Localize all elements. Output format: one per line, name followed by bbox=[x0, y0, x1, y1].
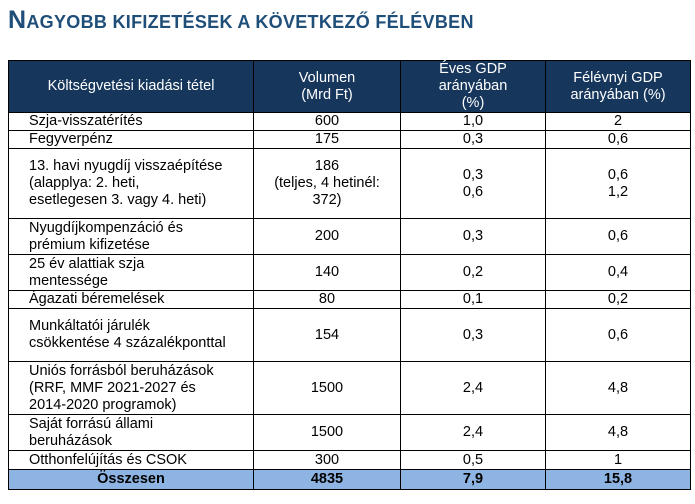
annual-gdp-cell: 2,4 bbox=[400, 414, 546, 451]
title-initial: N bbox=[8, 6, 27, 34]
annual-gdp-cell: 0,3 bbox=[400, 308, 546, 362]
total-annual-gdp: 7,9 bbox=[400, 469, 546, 490]
volume-cell: 175 bbox=[253, 130, 401, 149]
header-row: Költségvetési kiadási tétel Volumen (Mrd … bbox=[8, 60, 691, 113]
table-row: Fegyverpénz 175 0,3 0,6 bbox=[8, 130, 691, 149]
volume-cell: 140 bbox=[253, 254, 401, 291]
half-year-gdp-cell: 0,6 1,2 bbox=[545, 148, 691, 219]
half-year-gdp-cell: 0,6 bbox=[545, 308, 691, 362]
total-row: Összesen 4835 7,9 15,8 bbox=[8, 469, 691, 490]
table-row: Szja-visszatérítés 600 1,0 2 bbox=[8, 112, 691, 131]
table-row: 13. havi nyugdíj visszaépítése (alapplya:… bbox=[8, 148, 691, 219]
half-year-gdp-cell: 4,8 bbox=[545, 361, 691, 415]
header-half-year-gdp: Félévnyi GDP arányában (%) bbox=[545, 60, 691, 113]
volume-cell: 186 (teljes, 4 hetinél: 372) bbox=[253, 148, 401, 219]
table-row: Uniós forrásból beruházások (RRF, MMF 202… bbox=[8, 361, 691, 415]
volume-cell: 154 bbox=[253, 308, 401, 362]
table-row: Nyugdíjkompenzáció és prémium kifizetése 2… bbox=[8, 218, 691, 255]
half-year-gdp-cell: 0,2 bbox=[545, 290, 691, 309]
half-year-gdp-cell: 0,6 bbox=[545, 130, 691, 149]
total-volume: 4835 bbox=[253, 469, 401, 490]
item-cell: 25 év alattiak szja mentessége bbox=[8, 254, 254, 291]
header-volume: Volumen (Mrd Ft) bbox=[253, 60, 401, 113]
volume-cell: 1500 bbox=[253, 414, 401, 451]
item-cell: Szja-visszatérítés bbox=[8, 112, 254, 131]
annual-gdp-cell: 2,4 bbox=[400, 361, 546, 415]
annual-gdp-cell: 0,3 bbox=[400, 218, 546, 255]
total-label: Összesen bbox=[8, 469, 254, 490]
table-row: 25 év alattiak szja mentessége 140 0,2 0,4 bbox=[8, 254, 691, 291]
half-year-gdp-cell: 0,6 bbox=[545, 218, 691, 255]
volume-cell: 1500 bbox=[253, 361, 401, 415]
title-rest: AGYOBB KIFIZETÉSEK A KÖVETKEZŐ FÉLÉVBEN bbox=[26, 12, 474, 32]
annual-gdp-cell: 0,5 bbox=[400, 450, 546, 470]
half-year-gdp-cell: 2 bbox=[545, 112, 691, 131]
page-title: NAGYOBB KIFIZETÉSEK A KÖVETKEZŐ FÉLÉVBEN bbox=[8, 6, 474, 35]
table-row: Otthonfelújítás és CSOK 300 0,5 1 bbox=[8, 450, 691, 470]
volume-cell: 600 bbox=[253, 112, 401, 131]
annual-gdp-cell: 0,3 0,6 bbox=[400, 148, 546, 219]
item-cell: Ágazati béremelések bbox=[8, 290, 254, 309]
item-cell: Saját forrású állami beruházások bbox=[8, 414, 254, 451]
item-cell: Otthonfelújítás és CSOK bbox=[8, 450, 254, 470]
annual-gdp-cell: 1,0 bbox=[400, 112, 546, 131]
budget-table: Költségvetési kiadási tétel Volumen (Mrd … bbox=[8, 60, 691, 490]
half-year-gdp-cell: 0,4 bbox=[545, 254, 691, 291]
volume-cell: 300 bbox=[253, 450, 401, 470]
annual-gdp-cell: 0,1 bbox=[400, 290, 546, 309]
total-half-year-gdp: 15,8 bbox=[545, 469, 691, 490]
item-cell: 13. havi nyugdíj visszaépítése (alapplya:… bbox=[8, 148, 254, 219]
table-row: Munkáltatói járulék csökkentése 4 százalé… bbox=[8, 308, 691, 362]
item-cell: Nyugdíjkompenzáció és prémium kifizetése bbox=[8, 218, 254, 255]
annual-gdp-cell: 0,3 bbox=[400, 130, 546, 149]
item-cell: Fegyverpénz bbox=[8, 130, 254, 149]
header-item: Költségvetési kiadási tétel bbox=[8, 60, 254, 113]
volume-cell: 80 bbox=[253, 290, 401, 309]
half-year-gdp-cell: 1 bbox=[545, 450, 691, 470]
header-annual-gdp: Éves GDP arányában (%) bbox=[400, 60, 546, 113]
annual-gdp-cell: 0,2 bbox=[400, 254, 546, 291]
table-row: Saját forrású állami beruházások 1500 2,4 4,… bbox=[8, 414, 691, 451]
table-row: Ágazati béremelések 80 0,1 0,2 bbox=[8, 290, 691, 309]
half-year-gdp-cell: 4,8 bbox=[545, 414, 691, 451]
volume-cell: 200 bbox=[253, 218, 401, 255]
item-cell: Munkáltatói járulék csökkentése 4 százalé… bbox=[8, 308, 254, 362]
item-cell: Uniós forrásból beruházások (RRF, MMF 202… bbox=[8, 361, 254, 415]
